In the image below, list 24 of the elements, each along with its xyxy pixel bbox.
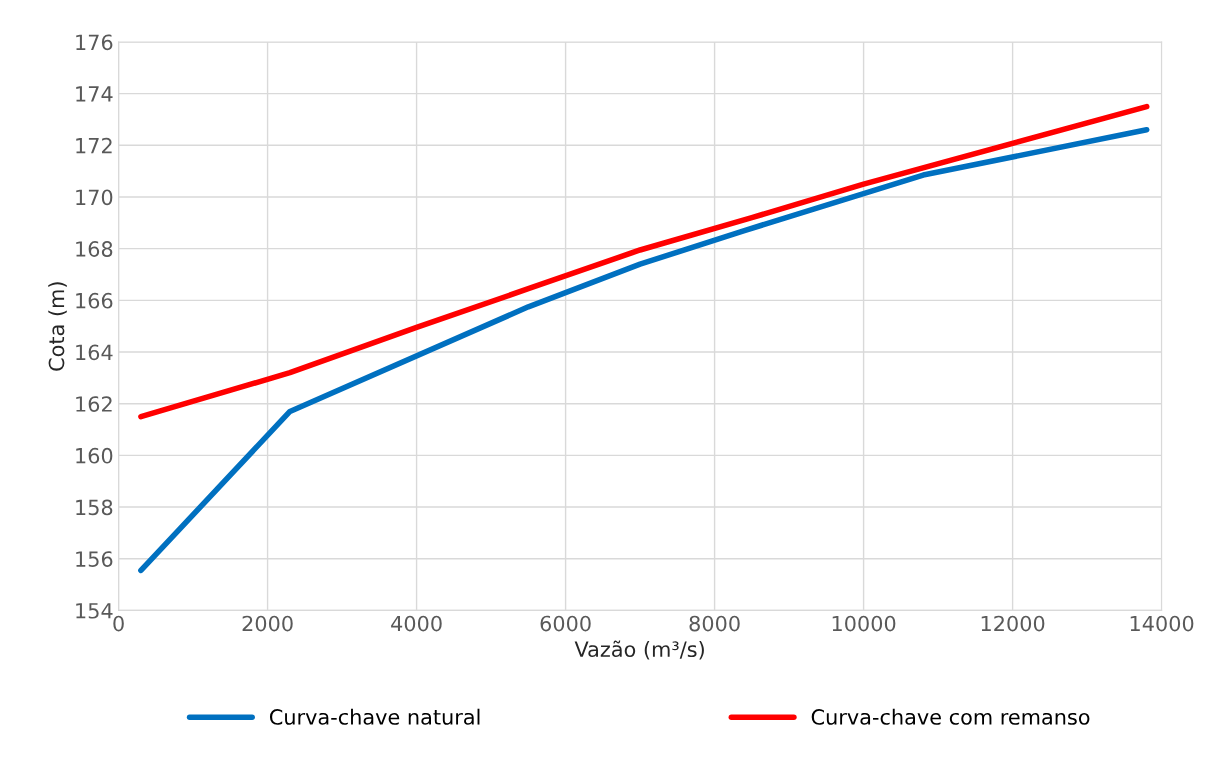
y-axis-title: Cota (m) [48,282,67,371]
y-tick-label: 158 [76,499,113,516]
y-tick-label: 164 [76,344,113,361]
x-tick-label: 2000 [242,615,293,632]
x-axis-title: Vazão (m³/s) [574,640,704,660]
y-tick-label: 170 [76,189,113,206]
x-tick-label: 8000 [689,615,740,632]
y-tick-label: 174 [76,86,113,102]
x-tick-label: 6000 [540,615,591,632]
x-tick-label: 10000 [832,615,896,632]
x-tick-label: 0 [113,615,124,632]
y-tick-label: 176 [76,34,113,51]
y-tick-label: 168 [76,241,113,257]
y-tick-label: 166 [76,292,113,309]
legend-label: Curva-chave natural [269,708,480,725]
y-tick-label: 156 [76,551,113,567]
y-tick-label: 154 [76,603,113,619]
y-tick-label: 162 [76,396,112,412]
x-tick-label: 12000 [981,615,1045,632]
y-tick-label: 172 [76,137,112,154]
x-tick-label: 14000 [1130,615,1194,632]
legend-label: Curva-chave com remanso [811,708,1090,725]
y-tick-label: 160 [76,447,113,464]
x-tick-label: 4000 [391,615,442,632]
